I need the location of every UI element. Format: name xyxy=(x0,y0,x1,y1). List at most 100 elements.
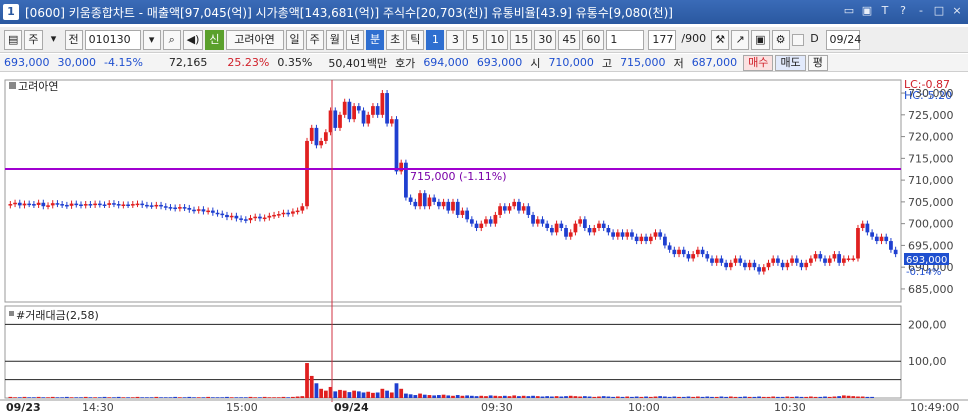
price-tick-label: 710,000 xyxy=(908,174,954,187)
stock-code-input[interactable]: 010130 xyxy=(84,29,141,50)
interval-15-button[interactable]: 15 xyxy=(510,29,533,50)
interval-30-button[interactable]: 30 xyxy=(534,29,557,50)
date-input[interactable]: 09/24 xyxy=(825,29,861,50)
candle-body xyxy=(36,202,41,205)
volume-bar xyxy=(728,396,733,398)
volume-bar xyxy=(295,396,300,398)
candle-body xyxy=(686,254,691,259)
volume-pane-handle-icon[interactable] xyxy=(9,311,14,316)
candle-body xyxy=(210,210,215,213)
volume-bar xyxy=(267,397,272,398)
candle-body xyxy=(206,210,211,213)
maximize-icon[interactable]: □ xyxy=(933,4,945,17)
sell-button[interactable]: 매도 xyxy=(775,54,806,71)
chart-svg[interactable]: 고려아연 LC:-0.87 HC:-5.20 #거래대금(2,58) 730,0… xyxy=(0,73,968,414)
prefix-button[interactable]: 전 xyxy=(64,29,83,50)
interval-10-button[interactable]: 10 xyxy=(486,29,509,50)
price-pane-handle-icon[interactable] xyxy=(9,82,16,89)
count-select[interactable]: 1 xyxy=(606,29,645,50)
time-label-1430: 14:30 xyxy=(82,401,114,414)
volume-bar xyxy=(705,396,710,398)
interval-45-button[interactable]: 45 xyxy=(558,29,581,50)
volume-bar xyxy=(13,397,17,398)
close-icon[interactable]: × xyxy=(952,4,962,17)
speaker-icon[interactable]: ◀) xyxy=(182,29,204,50)
price-tick-label: 715,000 xyxy=(908,152,954,165)
candle-body xyxy=(413,201,418,207)
volume-bar xyxy=(225,396,229,398)
interval-60-button[interactable]: 60 xyxy=(582,29,605,50)
volume-bar xyxy=(408,394,413,398)
search-icon[interactable]: ⌕ xyxy=(162,29,181,50)
volume-bar xyxy=(620,396,625,398)
change-amount: 30,000 xyxy=(57,56,97,69)
eval-button[interactable]: 평 xyxy=(807,54,828,71)
period-tick-button[interactable]: 틱 xyxy=(406,29,425,50)
candle-body xyxy=(648,236,653,242)
layout-icon[interactable]: ▭ xyxy=(843,4,855,17)
save-icon[interactable]: ▣ xyxy=(751,29,770,50)
candle-body xyxy=(484,219,488,224)
candle-body xyxy=(512,201,517,207)
candle-body xyxy=(531,214,535,224)
volume-bar xyxy=(135,396,140,398)
candle-body xyxy=(309,127,314,141)
volume-bar xyxy=(206,396,211,398)
candle-body xyxy=(851,258,856,260)
volume-bar xyxy=(338,389,342,398)
gear-icon[interactable]: ⚙ xyxy=(771,29,790,50)
period-minute-button[interactable]: 분 xyxy=(366,29,385,50)
candle-body xyxy=(592,228,597,233)
volume-tick-label: 200,00 xyxy=(908,318,947,331)
interval-3-button[interactable]: 3 xyxy=(446,29,465,50)
volume-bar xyxy=(837,396,842,398)
interval-1-button[interactable]: 1 xyxy=(426,29,445,50)
candle-body xyxy=(728,262,733,268)
volume-bar xyxy=(818,396,823,398)
period-week-button[interactable]: 주 xyxy=(305,29,324,50)
chart-area[interactable]: 고려아연 LC:-0.87 HC:-5.20 #거래대금(2,58) 730,0… xyxy=(0,73,968,414)
volume-bar xyxy=(719,396,724,398)
stock-type-select[interactable]: 주 xyxy=(24,29,43,50)
candle-body xyxy=(860,223,865,228)
chevron-down-icon[interactable]: ▾ xyxy=(50,31,57,45)
candle-body xyxy=(272,214,276,217)
draw-icon[interactable]: ↗ xyxy=(731,29,750,50)
menu-icon[interactable]: ▤ xyxy=(4,29,23,50)
period-day-button[interactable]: 일 xyxy=(285,29,304,50)
volume-bar xyxy=(545,396,550,398)
volume-bar xyxy=(465,395,470,398)
period-month-button[interactable]: 월 xyxy=(325,29,344,50)
code-dropdown-icon[interactable]: ▾ xyxy=(142,29,161,50)
volume-bar xyxy=(846,395,851,398)
buy-button[interactable]: 매수 xyxy=(743,54,774,71)
volume-bar xyxy=(93,397,97,398)
date-checkbox[interactable] xyxy=(791,33,804,46)
candle-body xyxy=(517,201,521,211)
pin-icon[interactable]: ▣ xyxy=(861,4,873,17)
bar-count-input[interactable]: 177 xyxy=(648,29,677,50)
interval-5-button[interactable]: 5 xyxy=(466,29,485,50)
candle-body xyxy=(347,101,352,120)
volume-bar xyxy=(196,397,201,398)
volume-bar xyxy=(64,396,69,398)
period-year-button[interactable]: 년 xyxy=(345,29,365,50)
candle-body xyxy=(41,202,46,207)
stock-name[interactable]: 고려아연 xyxy=(225,29,284,50)
volume-bar xyxy=(394,383,399,398)
candle-body xyxy=(234,215,239,219)
volume-bar xyxy=(126,397,130,398)
volume-bar xyxy=(517,396,521,398)
low-price: 687,000 xyxy=(691,56,738,69)
minimize-icon[interactable]: - xyxy=(919,4,923,17)
indicator-icon[interactable]: ⚒ xyxy=(711,29,730,50)
font-icon[interactable]: T xyxy=(881,4,889,17)
candle-body xyxy=(126,204,130,206)
candle-body xyxy=(149,205,154,207)
volume-bar xyxy=(573,396,578,398)
candle-body xyxy=(338,114,342,128)
period-second-button[interactable]: 초 xyxy=(386,29,405,50)
volume-bar xyxy=(418,393,422,398)
help-icon[interactable]: ? xyxy=(900,4,906,17)
volume-bar xyxy=(253,397,258,398)
